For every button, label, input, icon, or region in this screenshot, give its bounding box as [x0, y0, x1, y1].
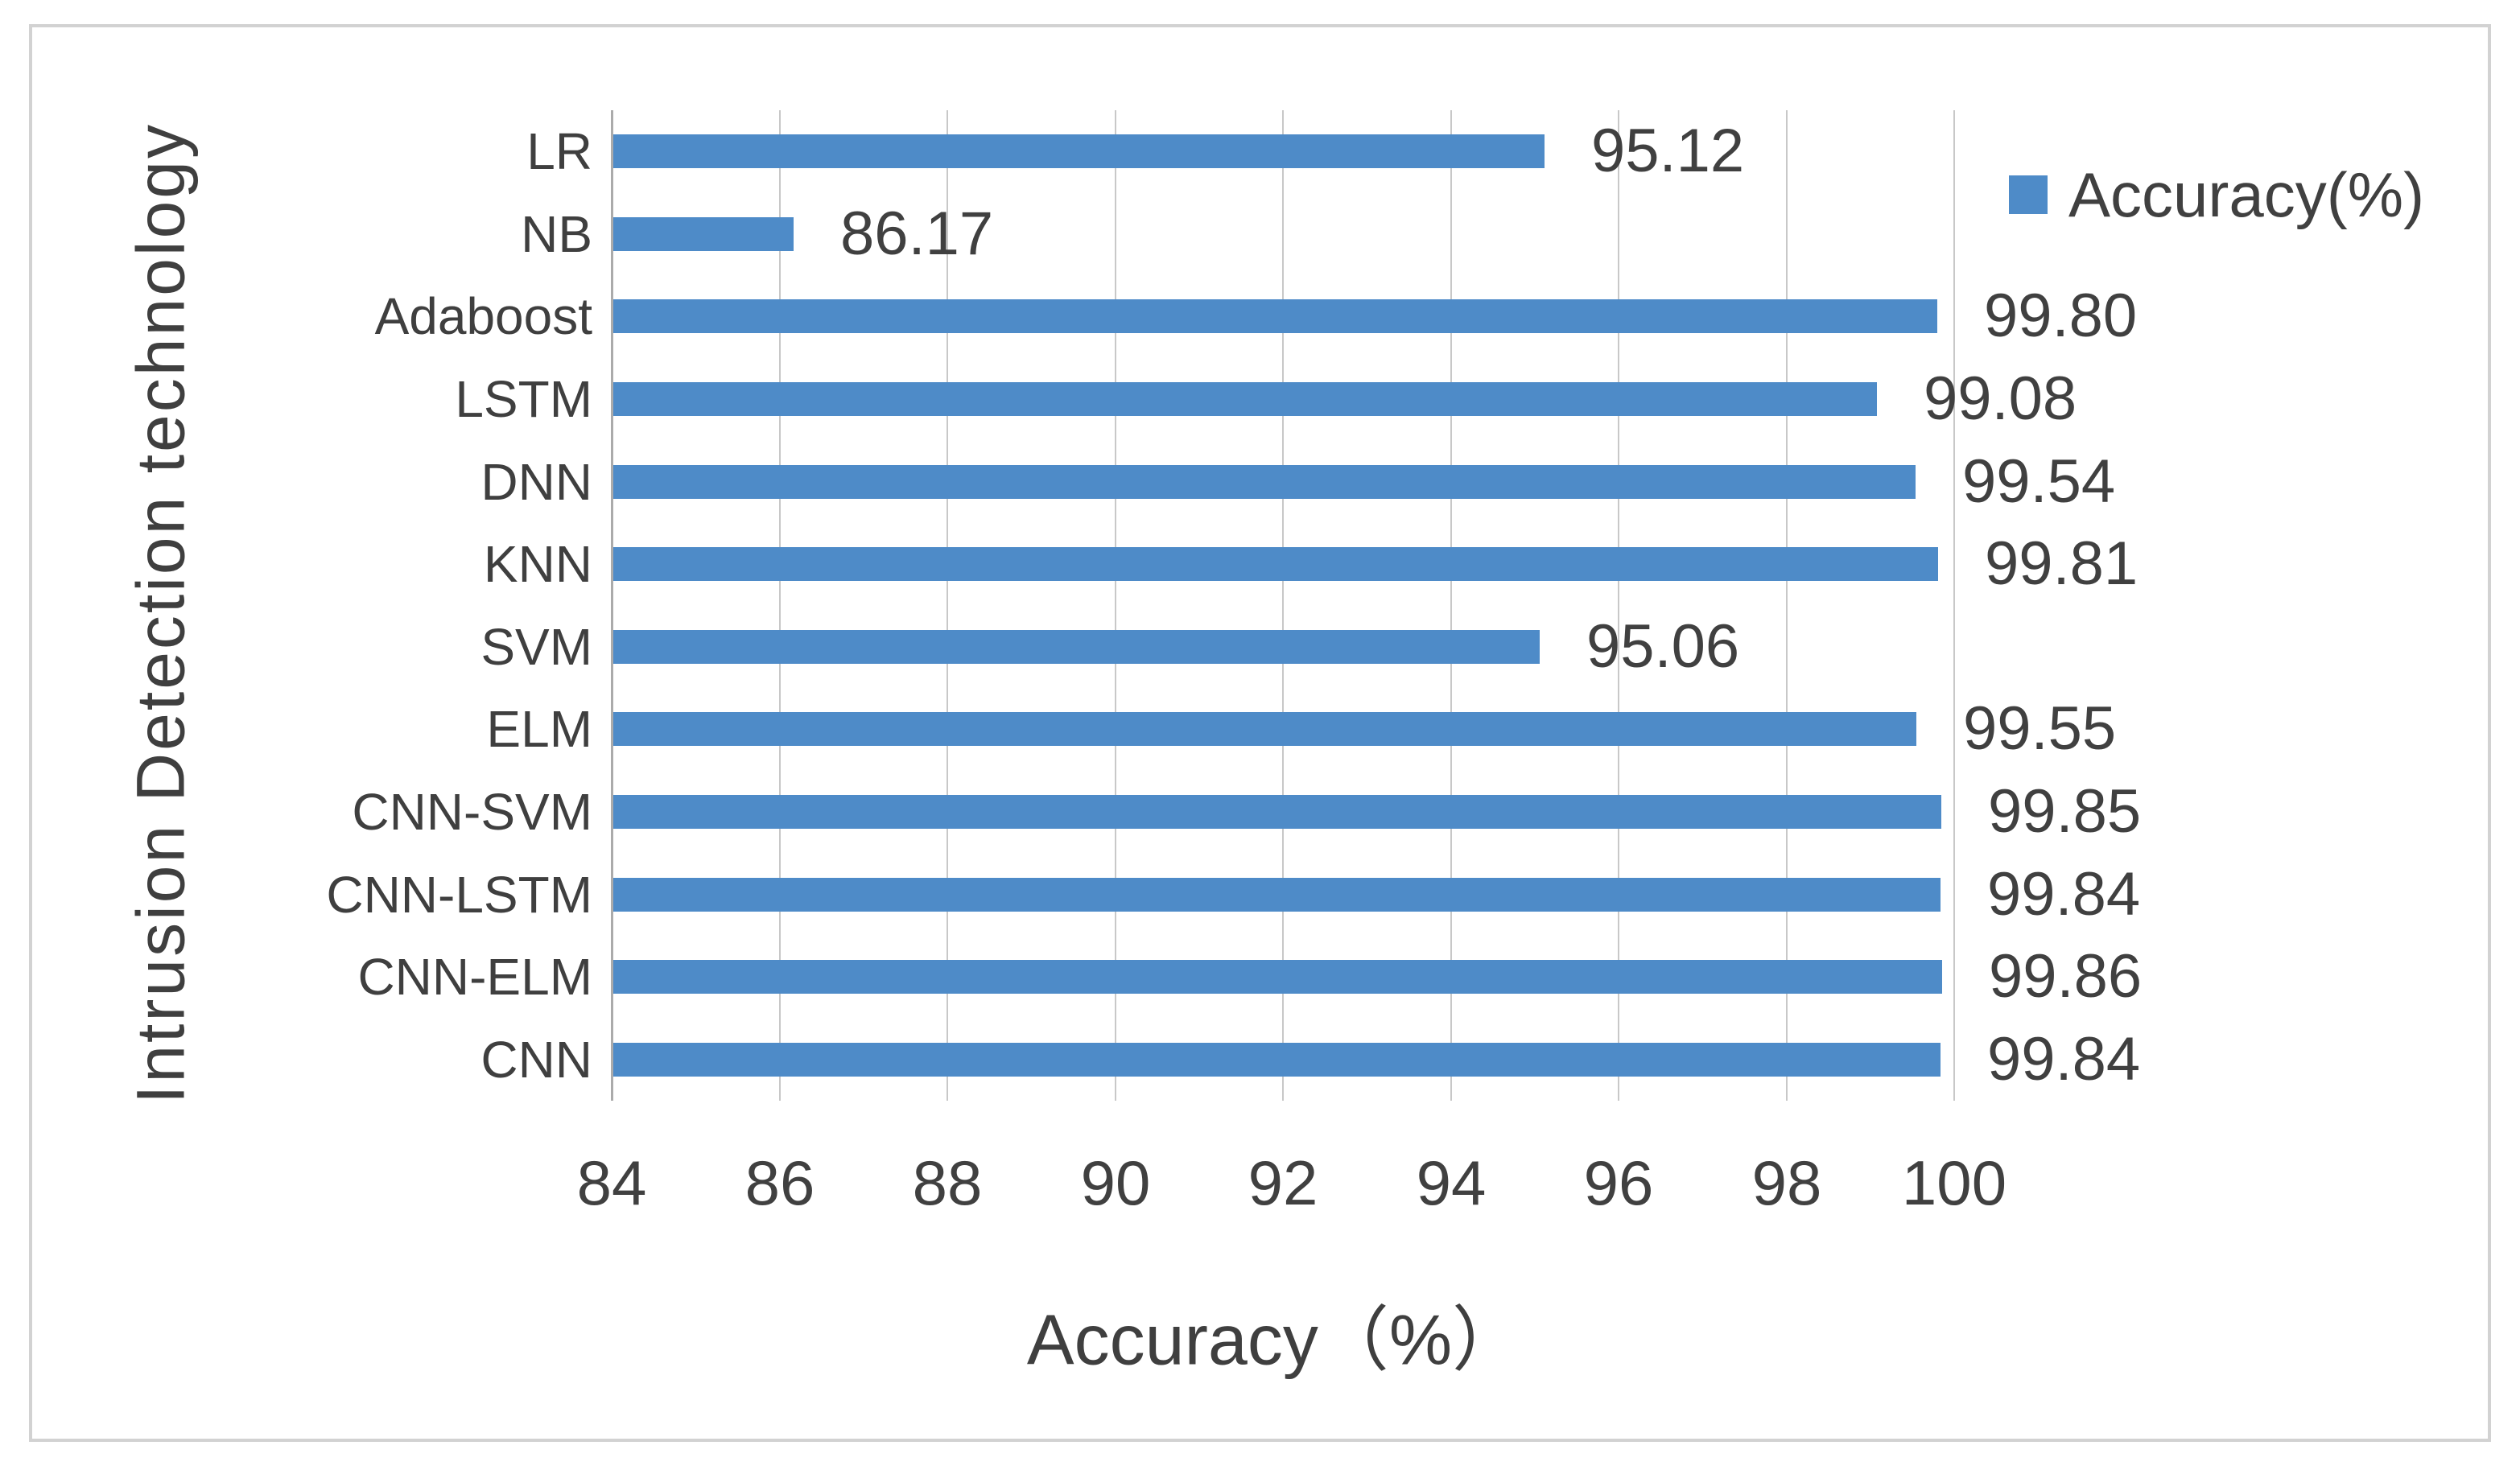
legend-swatch-accuracy [2009, 175, 2048, 214]
value-label-dnn: 99.54 [1962, 447, 2116, 516]
x-tick-88: 88 [912, 1147, 983, 1218]
category-label-lstm: LSTM [455, 370, 592, 428]
category-label-cnn-svm: CNN-SVM [352, 783, 592, 841]
x-tick-90: 90 [1080, 1147, 1151, 1218]
gridline-94 [1450, 110, 1452, 1101]
bar-lr [613, 134, 1545, 168]
bar-cnn [613, 1043, 1941, 1077]
x-tick-84: 84 [576, 1147, 647, 1218]
gridline-86 [779, 110, 781, 1101]
value-label-cnn: 99.84 [1987, 1025, 2141, 1093]
category-label-dnn: DNN [480, 453, 592, 511]
category-label-svm: SVM [480, 618, 592, 676]
bar-svm [613, 630, 1540, 664]
gridline-100 [1953, 110, 1955, 1101]
value-label-cnn-lstm: 99.84 [1987, 860, 2141, 929]
bar-cnn-elm [613, 960, 1942, 994]
bar-nb [613, 217, 794, 251]
bar-dnn [613, 465, 1916, 499]
category-label-cnn-elm: CNN-ELM [357, 948, 592, 1006]
x-tick-100: 100 [1901, 1147, 2007, 1218]
x-tick-98: 98 [1751, 1147, 1822, 1218]
value-label-lstm: 99.08 [1924, 364, 2077, 433]
bar-lstm [613, 382, 1877, 416]
value-label-elm: 99.55 [1963, 694, 2117, 763]
category-label-cnn: CNN [480, 1031, 592, 1089]
category-label-knn: KNN [483, 535, 592, 593]
value-label-cnn-elm: 99.86 [1989, 942, 2143, 1011]
bar-cnn-lstm [613, 878, 1941, 912]
gridline-92 [1282, 110, 1284, 1101]
value-label-lr: 95.12 [1591, 117, 1745, 185]
gridline-90 [1115, 110, 1116, 1101]
value-label-cnn-svm: 99.85 [1988, 777, 2142, 846]
bar-knn [613, 547, 1938, 581]
category-label-adaboost: Adaboost [374, 287, 592, 345]
value-label-adaboost: 99.80 [1984, 282, 2138, 350]
value-label-knn: 99.81 [1985, 529, 2138, 598]
value-label-svm: 95.06 [1586, 612, 1740, 681]
x-tick-86: 86 [744, 1147, 815, 1218]
gridline-96 [1618, 110, 1619, 1101]
legend: Accuracy(%) [2009, 159, 2424, 230]
category-label-elm: ELM [486, 700, 592, 758]
x-tick-94: 94 [1416, 1147, 1487, 1218]
legend-label: Accuracy(%) [2068, 159, 2425, 230]
gridline-98 [1786, 110, 1788, 1101]
x-tick-92: 92 [1248, 1147, 1318, 1218]
x-tick-96: 96 [1583, 1147, 1654, 1218]
category-label-nb: NB [521, 205, 592, 263]
bar-adaboost [613, 299, 1937, 333]
category-label-cnn-lstm: CNN-LSTM [326, 866, 592, 924]
y-axis-line [611, 110, 613, 1101]
value-label-nb: 86.17 [840, 200, 994, 268]
bar-cnn-svm [613, 795, 1941, 829]
gridline-88 [947, 110, 948, 1101]
bar-elm [613, 712, 1916, 746]
category-label-lr: LR [526, 122, 592, 180]
x-axis-title: Accuracy（%） [1026, 1299, 1524, 1380]
